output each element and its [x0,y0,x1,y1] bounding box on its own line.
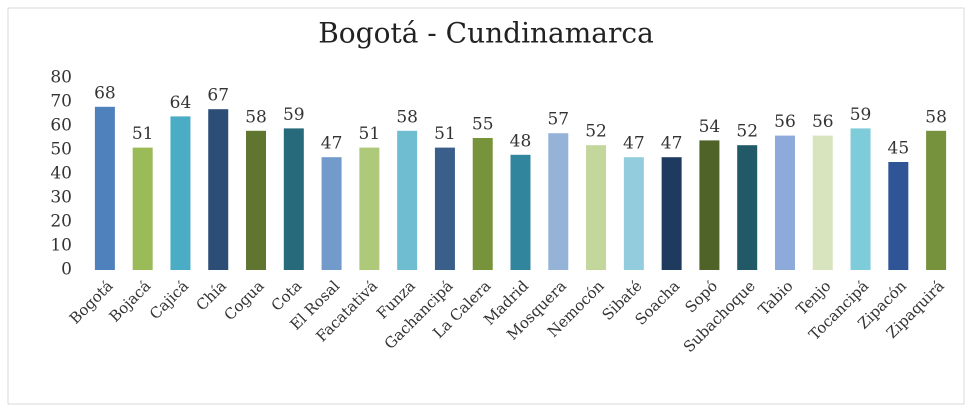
y-tick-label: 0 [61,260,72,280]
value-label: 51 [359,124,381,144]
bar [208,109,229,270]
bar [850,128,871,270]
bar [132,147,153,270]
y-tick-label: 20 [50,212,72,232]
value-label: 45 [888,139,910,159]
value-label: 55 [472,115,494,135]
bar [510,154,531,270]
value-label: 64 [170,93,192,113]
value-label: 56 [774,112,796,132]
bar [359,147,380,270]
bar [94,106,115,270]
value-label: 68 [94,83,116,103]
value-label: 57 [547,110,569,130]
y-tick-label: 80 [50,68,72,88]
y-tick-label: 50 [50,140,72,160]
value-label: 58 [396,107,418,127]
value-label: 67 [207,86,229,106]
bar [246,130,267,270]
bar [321,157,342,270]
value-label: 58 [245,107,267,127]
bar [812,135,833,270]
bar [774,135,795,270]
bar [623,157,644,270]
value-label: 56 [812,112,834,132]
value-label: 48 [510,131,532,151]
value-label: 59 [850,105,872,125]
bar [926,130,947,270]
value-label: 51 [132,124,154,144]
chart-title: Bogotá - Cundinamarca [318,17,654,50]
value-label: 52 [585,122,607,142]
bar [548,133,569,270]
y-tick-label: 10 [50,236,72,256]
bar [170,116,191,271]
value-label: 51 [434,124,456,144]
bar [586,145,607,270]
value-label: 58 [925,107,947,127]
value-label: 59 [283,105,305,125]
y-tick-label: 60 [50,116,72,136]
y-tick-label: 40 [50,164,72,184]
value-label: 47 [321,134,343,154]
value-label: 47 [623,134,645,154]
value-label: 47 [661,134,683,154]
y-tick-label: 70 [50,92,72,112]
bar [699,140,720,270]
bar [737,145,758,270]
bar [434,147,455,270]
bar [888,162,909,270]
bar [661,157,682,270]
value-label: 52 [736,122,758,142]
y-tick-label: 30 [50,188,72,208]
bar [283,128,304,270]
value-label: 54 [699,117,721,137]
bar [397,130,418,270]
bar [472,138,493,270]
